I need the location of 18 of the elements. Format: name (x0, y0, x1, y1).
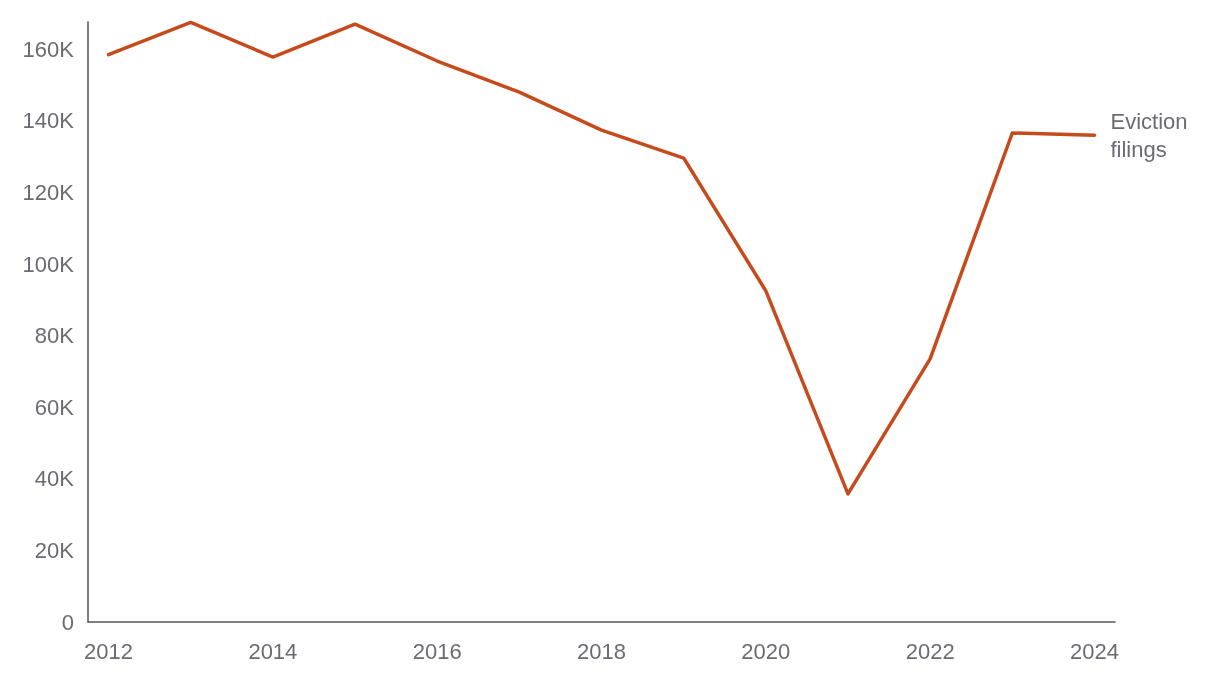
y-tick-label: 0 (61, 609, 74, 635)
x-tick-label: 2012 (84, 638, 134, 664)
y-tick-label: 80K (34, 323, 75, 349)
x-tick-label: 2024 (1069, 638, 1119, 664)
x-tick-label: 2016 (412, 638, 462, 664)
series-label: Eviction filings (1110, 108, 1194, 162)
y-tick-label: 40K (34, 466, 75, 492)
x-tick-label: 2018 (577, 638, 626, 664)
x-tick-label: 2014 (248, 638, 298, 664)
x-tick-label: 2020 (741, 638, 791, 664)
y-tick-label: 140K (22, 108, 75, 134)
y-tick-label: 20K (34, 537, 75, 563)
line-series (106, 20, 1097, 496)
y-tick-label: 120K (22, 179, 75, 205)
y-tick-label: 100K (22, 251, 75, 277)
x-tick-label: 2022 (905, 638, 955, 664)
y-tick-label: 160K (22, 36, 75, 62)
y-tick-label: 60K (34, 394, 75, 420)
